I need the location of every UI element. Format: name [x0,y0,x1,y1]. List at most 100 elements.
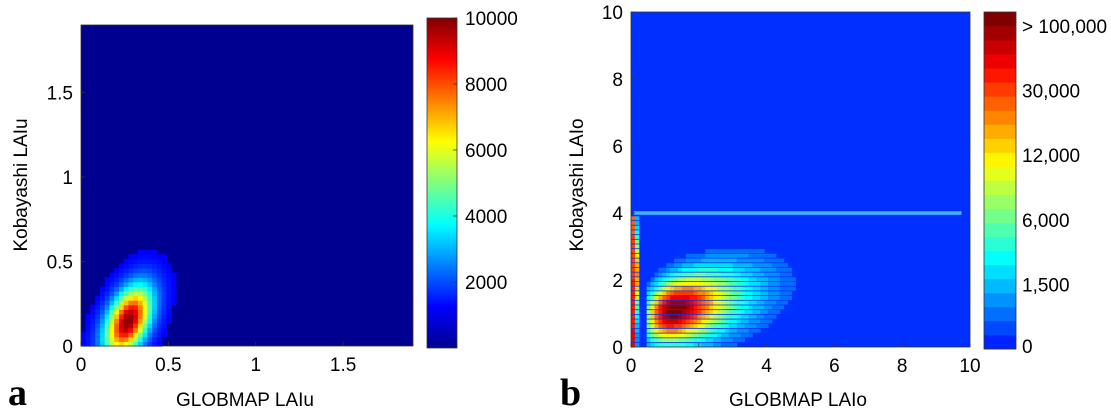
density-cell [681,333,687,338]
density-cell [171,281,177,287]
density-cell [760,310,765,314]
density-cell [736,281,742,286]
density-cell [670,267,675,272]
density-cell [701,324,706,329]
density-cell [724,300,730,305]
density-cell [654,324,659,329]
colorbar-tick-label: 1,500 [1022,275,1070,296]
density-cell [152,277,158,283]
density-cell [634,291,640,296]
density-cell [90,336,96,343]
density-cell [631,220,636,225]
density-cell [736,305,742,310]
density-cell [666,338,671,343]
density-cell [631,300,636,305]
density-cell [631,244,636,249]
density-cell [646,291,652,296]
density-cell [713,305,718,310]
density-cell [670,314,675,319]
density-cell [724,291,730,296]
density-cell [721,328,726,333]
density-cell [705,253,710,258]
density-cell [658,277,663,282]
y-tick-label: 10 [602,3,623,24]
density-cell [775,300,781,305]
density-cell [681,342,687,347]
panel-b-plot-frame [630,11,971,348]
density-cell [744,253,749,258]
density-cell [748,263,753,268]
density-cell [634,249,640,253]
density-cell [701,281,706,286]
density-cell [137,281,144,287]
x-tick-label: 6 [829,356,840,377]
density-cell [634,310,640,314]
density-cell [118,336,125,343]
density-cell [732,253,738,258]
density-cell [104,304,111,310]
density-cell [709,328,714,333]
density-cell [161,313,167,320]
density-cell [697,267,702,272]
density-cell [783,277,789,282]
density-cell [779,272,785,277]
density-cell [156,318,163,324]
density-cell [748,333,753,338]
density-cell [681,263,687,268]
density-cell [721,249,726,253]
density-cell [681,277,687,282]
density-cell [658,319,663,324]
colorbar-tick-label: 6000 [465,141,507,162]
density-cell [631,258,636,263]
density-cell [705,263,710,268]
x-tick-label: 0.5 [155,355,181,376]
density-cell [768,286,773,291]
density-cell [133,313,139,320]
density-cell [156,258,163,265]
density-cell [133,327,139,333]
density-cell [760,324,765,329]
density-cell [705,342,710,347]
colorbar-segment [984,152,1016,167]
density-cell [631,314,636,319]
density-cell [744,286,749,291]
colorbar-tick-label: 12,000 [1022,146,1080,167]
density-cell [156,286,163,292]
density-cell [674,281,679,286]
density-cell [114,295,120,301]
density-cell [133,254,139,260]
density-cell [697,342,702,347]
density-cell [764,263,769,268]
density-cell [666,324,671,329]
density-cell [670,300,675,305]
density-cell [721,333,726,338]
density-cell [658,338,663,343]
density-cell [666,300,671,305]
density-cell [728,281,734,286]
density-cell [90,341,96,347]
density-cell [152,309,158,315]
density-cell [128,290,134,297]
density-cell [104,286,111,292]
density-cell [147,258,153,265]
density-cell [787,277,793,282]
density-cell [171,295,177,301]
density-cell [634,286,640,291]
density-cell [771,296,777,300]
density-cell [740,296,746,300]
density-cell [689,333,695,338]
density-cell [156,336,163,343]
density-cell [693,300,699,305]
density-cell [104,341,111,347]
density-cell [654,296,659,300]
density-cell [631,235,636,239]
density-cell [114,336,120,343]
density-cell [697,314,702,319]
density-cell [109,336,115,343]
density-cell [783,300,789,305]
density-cell [681,281,687,286]
density-cell [123,295,130,301]
density-cell [728,328,734,333]
density-cell [701,333,706,338]
density-cell [771,258,777,263]
